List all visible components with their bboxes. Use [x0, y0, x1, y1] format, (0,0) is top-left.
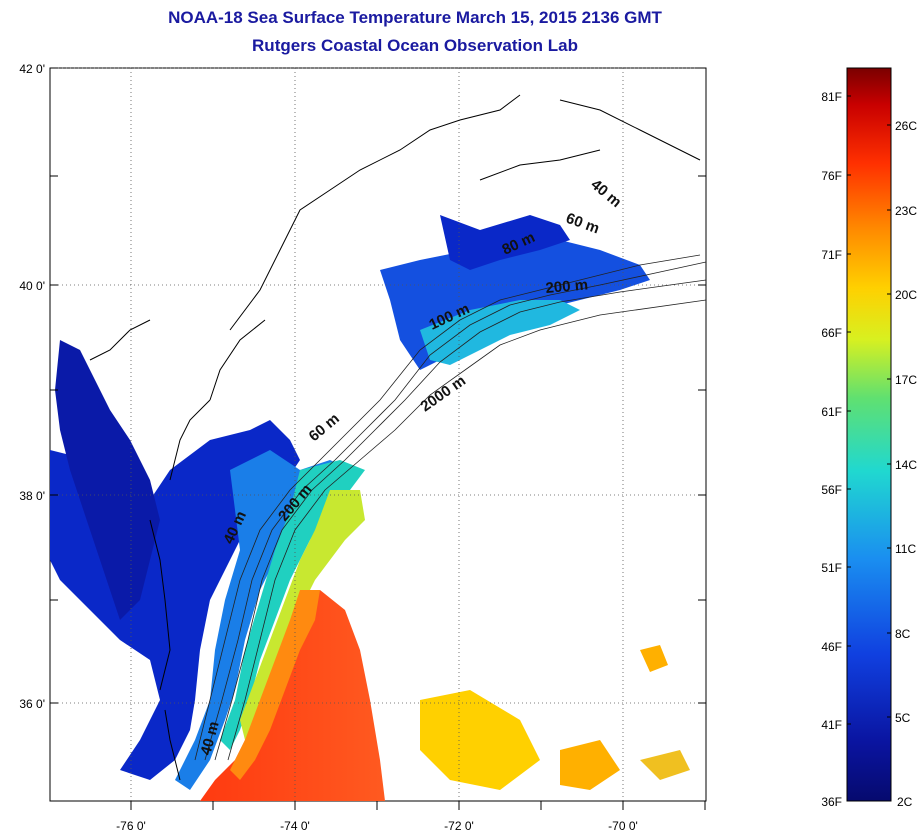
lat-tick-label: 38 0' [19, 489, 45, 503]
lon-tick-label: -70 0' [608, 819, 638, 832]
colorbar-c-label: 11C [895, 542, 916, 556]
lon-tick-label: -76 0' [116, 819, 146, 832]
lon-tick-label: -74 0' [280, 819, 310, 832]
colorbar-c-labels: 26C 23C 20C 17C 14C 11C 8C 5C 2C [895, 119, 917, 809]
sst-field [50, 215, 690, 801]
colorbar-f-label: 66F [821, 326, 842, 340]
chesapeake-water [55, 340, 160, 620]
colorbar-f-label: 71F [821, 248, 842, 262]
colorbar-gradient [846, 67, 892, 802]
colorbar-f-label: 81F [821, 90, 842, 104]
isobath-label: 200 m [545, 276, 589, 297]
lat-labels: 42 0' 40 0' 38 0' 36 0' [19, 62, 45, 711]
colorbar-f-label: 61F [821, 405, 842, 419]
map-grid [50, 67, 706, 801]
lat-tick-label: 36 0' [19, 697, 45, 711]
offshore-warm-patch-1 [420, 690, 540, 790]
colorbar-f-label: 46F [821, 640, 842, 654]
lat-tick-label: 42 0' [19, 62, 45, 76]
offshore-warm-patch-3 [640, 750, 690, 780]
map-frame [49, 67, 707, 802]
colorbar-f-labels: 81F 76F 71F 66F 61F 56F 51F 46F 41F 36F [821, 90, 842, 809]
colorbar-c-label: 2C [897, 795, 913, 809]
colorbar: 81F 76F 71F 66F 61F 56F 51F 46F 41F 36F … [821, 67, 917, 809]
colorbar-c-label: 5C [895, 711, 911, 725]
map-title: NOAA-18 Sea Surface Temperature March 15… [168, 8, 662, 27]
colorbar-c-label: 20C [895, 288, 917, 302]
colorbar-c-label: 17C [895, 373, 917, 387]
colorbar-ticks [847, 95, 891, 725]
ny-bight-blue [440, 215, 570, 270]
colorbar-c-label: 26C [895, 119, 917, 133]
colorbar-f-label: 51F [821, 561, 842, 575]
colorbar-f-label: 56F [821, 483, 842, 497]
offshore-warm-patch-4 [640, 645, 668, 672]
shelf-break-cyan [420, 300, 580, 365]
offshore-warm-patch-2 [560, 740, 620, 790]
lon-labels: -76 0' -74 0' -72 0' -70 0' [116, 819, 638, 832]
colorbar-c-label: 8C [895, 627, 911, 641]
map-subtitle: Rutgers Coastal Ocean Observation Lab [252, 36, 578, 55]
map-panel: 40 m 60 m 80 m 100 m 200 m 2000 m 60 m 2… [19, 62, 707, 832]
colorbar-c-label: 23C [895, 204, 917, 218]
colorbar-f-label: 41F [821, 718, 842, 732]
colorbar-f-label: 36F [821, 795, 842, 809]
colorbar-c-label: 14C [895, 458, 917, 472]
isobaths [194, 254, 707, 761]
mid-shelf-band [220, 460, 365, 750]
coastline [89, 94, 701, 781]
lon-tick-label: -72 0' [444, 819, 474, 832]
lat-tick-label: 40 0' [19, 279, 45, 293]
gulf-stream-orange [230, 590, 320, 780]
nearshore-band [175, 450, 350, 790]
colorbar-f-label: 76F [821, 169, 842, 183]
axis-ticks [50, 67, 706, 810]
